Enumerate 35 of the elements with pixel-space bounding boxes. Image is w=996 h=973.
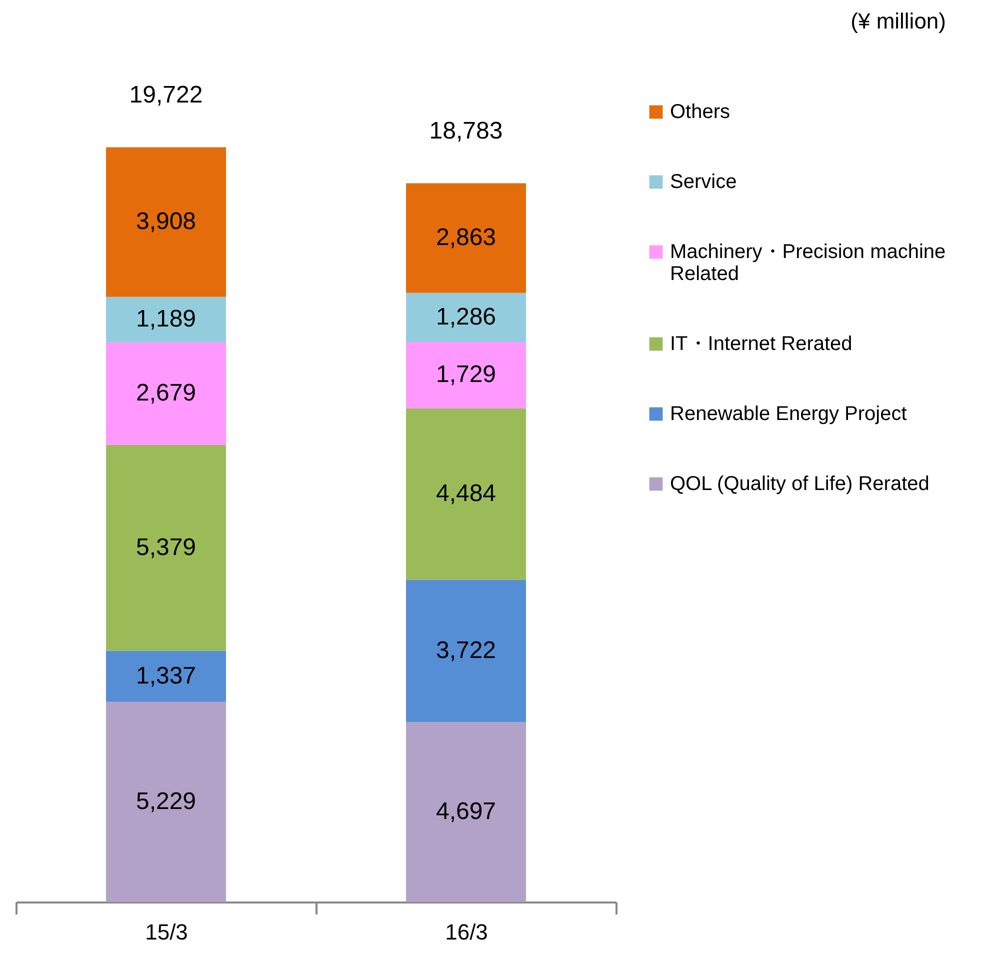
legend-label: Renewable Energy Project <box>670 403 908 425</box>
bar <box>406 183 526 293</box>
data-label: 3,722 <box>436 637 496 664</box>
total-label: 19,722 <box>129 81 203 108</box>
data-label: 5,379 <box>136 534 196 561</box>
data-label: 3,908 <box>136 208 196 236</box>
legend-label: IT・Internet Rerated <box>670 333 852 355</box>
bar <box>406 292 526 342</box>
bar <box>406 342 526 408</box>
legend-label: Others <box>670 101 730 123</box>
bar <box>406 408 526 580</box>
bar <box>106 650 226 702</box>
total-label: 18,783 <box>429 117 503 144</box>
x-tick-label: 16/3 <box>445 920 488 944</box>
data-label: 1,337 <box>136 662 196 690</box>
data-label: 2,679 <box>136 380 196 407</box>
text: (¥ million) <box>850 8 946 34</box>
legend-label: Machinery・Precision machine Related <box>670 241 946 285</box>
bar <box>106 296 226 342</box>
bar <box>106 444 226 651</box>
bar <box>106 702 226 902</box>
data-label: 4,697 <box>436 798 496 826</box>
bar <box>406 580 526 722</box>
data-label: 5,229 <box>136 788 196 815</box>
bar <box>406 722 526 902</box>
data-label: 1,729 <box>436 361 496 388</box>
legend-label: QOL (Quality of Life) Rerated <box>670 473 930 495</box>
bar <box>106 147 226 297</box>
x-tick-label: 15/3 <box>145 920 188 944</box>
data-label: 2,863 <box>436 224 496 252</box>
data-label: 1,189 <box>136 306 196 333</box>
bar <box>106 342 226 445</box>
data-label: 4,484 <box>436 480 496 508</box>
data-label: 1,286 <box>436 303 496 330</box>
legend-label: Service <box>670 171 737 193</box>
